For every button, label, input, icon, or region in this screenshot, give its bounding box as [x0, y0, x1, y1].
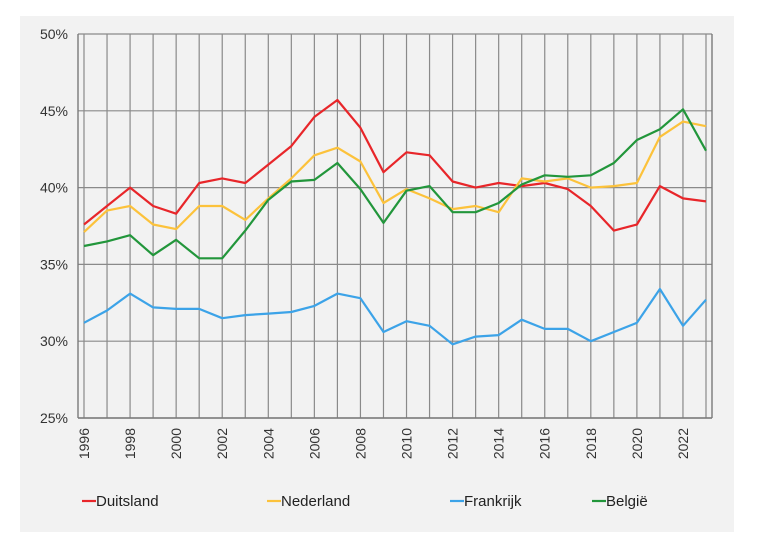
x-tick-label: 2006 — [306, 428, 322, 459]
axes — [77, 34, 713, 419]
series-line-nederland — [83, 120, 707, 233]
legend-label-duitsland: Duitsland — [96, 493, 159, 510]
line-chart: 50% 45% 40% 35% 30% 25% 1996 1998 2000 2002 2004 2… — [40, 26, 713, 510]
x-tick-label: 2000 — [168, 428, 184, 459]
x-tick-label: 2002 — [214, 428, 230, 459]
x-tick-label: 2012 — [445, 428, 461, 459]
grid — [78, 33, 712, 419]
series-line-frankrijk — [83, 287, 707, 346]
x-tick-label: 2008 — [352, 428, 368, 459]
x-tick-label: 2022 — [675, 428, 691, 459]
x-tick-label: 2010 — [399, 428, 415, 459]
y-tick-label: 50% — [40, 26, 68, 42]
x-tick-label: 2014 — [491, 428, 507, 459]
legend-label-frankrijk: Frankrijk — [464, 493, 522, 510]
x-tick-label: 2020 — [629, 428, 645, 459]
y-tick-label: 30% — [40, 333, 68, 349]
x-tick-label: 2018 — [583, 428, 599, 459]
legend-label-nederland: Nederland — [281, 493, 350, 510]
y-tick-label: 45% — [40, 103, 68, 119]
y-tick-label: 40% — [40, 180, 68, 196]
legend: Duitsland Nederland Frankrijk België — [82, 493, 648, 510]
y-tick-label: 25% — [40, 410, 68, 426]
x-tick-label: 2004 — [260, 428, 276, 459]
legend-label-belgië: België — [606, 493, 648, 510]
chart-frame: 50% 45% 40% 35% 30% 25% 1996 1998 2000 2002 2004 2… — [20, 16, 734, 532]
series-line-belgië — [83, 108, 707, 260]
x-axis-ticks: 1996 1998 2000 2002 2004 2006 2008 2010 2012 2014… — [76, 428, 691, 459]
series-lines — [83, 98, 707, 346]
series-line-duitsland — [83, 98, 707, 232]
y-axis-ticks: 50% 45% 40% 35% 30% 25% — [40, 26, 68, 426]
x-tick-label: 1998 — [122, 428, 138, 459]
x-tick-label: 2016 — [537, 428, 553, 459]
y-tick-label: 35% — [40, 256, 68, 272]
x-tick-label: 1996 — [76, 428, 92, 459]
